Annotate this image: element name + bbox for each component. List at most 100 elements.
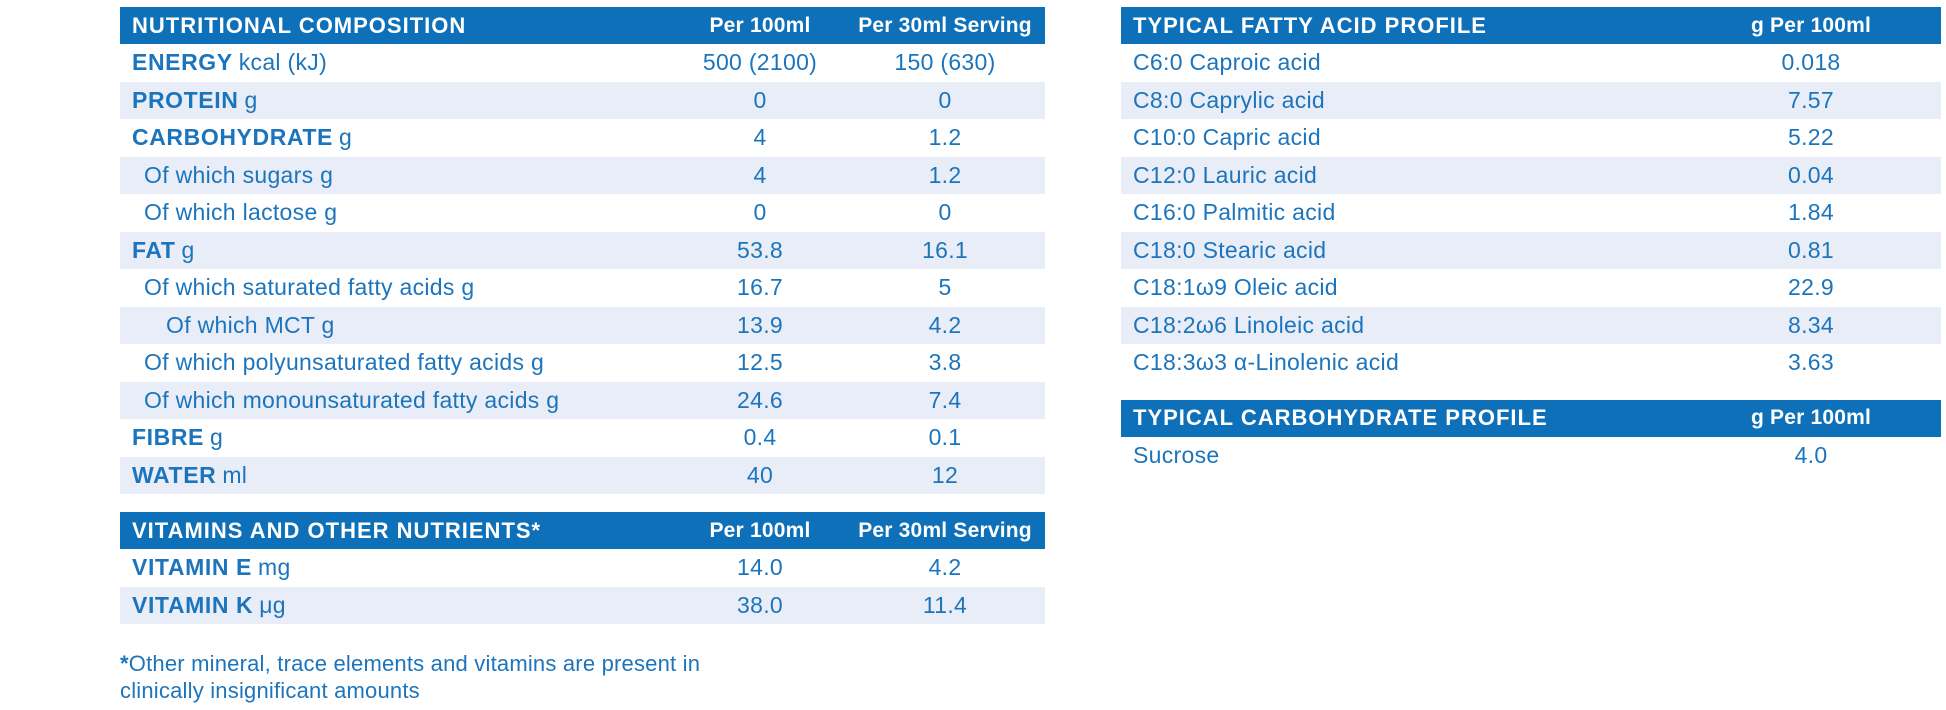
- value-cell-per100: 14.0: [737, 554, 783, 581]
- value-cell-value: 22.9: [1788, 274, 1834, 301]
- nutrient-unit: g: [181, 236, 195, 263]
- table-row: C18:0 Stearic acid 0.81: [1121, 231, 1941, 269]
- value-cell-value: 3.63: [1788, 349, 1834, 376]
- nutrient-name: C18:1ω9 Oleic acid: [1133, 274, 1338, 301]
- left-column: NUTRITIONAL COMPOSITION Per 100ml Per 30…: [120, 7, 1045, 704]
- table-row: Of which saturated fatty acids g 16.7 5: [120, 269, 1045, 307]
- value-cell-per100: 16.7: [737, 274, 783, 301]
- row-label-cell: C18:2ω6 Linoleic acid: [1121, 312, 1681, 339]
- nutrient-unit: g: [339, 124, 353, 151]
- column-header-g-per-100ml: g Per 100ml: [1750, 406, 1872, 429]
- value-cell-value: 0.018: [1781, 49, 1841, 76]
- nutrient-name: Of which MCT g: [166, 311, 335, 338]
- value-cell-per30: 150 (630): [894, 49, 996, 76]
- table-body: C6:0 Caproic acid 0.018 C8:0 Caprylic acid…: [1121, 44, 1941, 382]
- row-label-cell: C18:0 Stearic acid: [1121, 237, 1681, 264]
- column-header-g-per-100ml: g Per 100ml: [1750, 13, 1872, 37]
- nutrient-name: Of which polyunsaturated fatty acids g: [144, 349, 545, 376]
- row-label-cell: C18:1ω9 Oleic acid: [1121, 274, 1681, 301]
- nutrient-name: CARBOHYDRATE: [132, 124, 333, 151]
- row-label-cell: Of which polyunsaturated fatty acids g: [120, 349, 675, 376]
- column-header-per-30ml-serving: Per 30ml Serving: [858, 518, 1032, 542]
- nutrient-unit: μg: [259, 591, 286, 618]
- row-label-cell: FAT g: [120, 237, 675, 264]
- column-header-per-100ml: Per 100ml: [709, 13, 811, 37]
- value-cell-per30: 1.2: [928, 124, 962, 151]
- table-row: Of which polyunsaturated fatty acids g 12…: [120, 344, 1045, 382]
- row-label-cell: C12:0 Lauric acid: [1121, 162, 1681, 189]
- row-label-cell: FIBRE g: [120, 424, 675, 451]
- row-label-cell: C18:3ω3 α-Linolenic acid: [1121, 349, 1681, 376]
- row-label-cell: Of which MCT g: [120, 312, 675, 339]
- table-row: C18:1ω9 Oleic acid 22.9: [1121, 269, 1941, 307]
- value-cell-per100: 12.5: [737, 349, 783, 376]
- value-cell-value: 8.34: [1788, 311, 1834, 338]
- nutrient-name: Of which lactose g: [144, 199, 338, 226]
- table-row: C10:0 Capric acid 5.22: [1121, 119, 1941, 157]
- value-cell-per100: 38.0: [737, 591, 783, 618]
- nutrient-name: C18:0 Stearic acid: [1133, 236, 1327, 263]
- table-row: C6:0 Caproic acid 0.018: [1121, 44, 1941, 82]
- nutrient-name: C8:0 Caprylic acid: [1133, 86, 1326, 113]
- table-row: Of which sugars g 4 1.2: [120, 156, 1045, 194]
- row-label-cell: WATER ml: [120, 462, 675, 489]
- value-cell-per100: 0.4: [743, 424, 777, 451]
- table-row: Of which MCT g 13.9 4.2: [120, 306, 1045, 344]
- value-cell-per30: 3.8: [928, 349, 962, 376]
- table-title: TYPICAL CARBOHYDRATE PROFILE: [1133, 405, 1548, 430]
- table-row: FIBRE g 0.4 0.1: [120, 419, 1045, 457]
- table-header: NUTRITIONAL COMPOSITION Per 100ml Per 30…: [120, 7, 1045, 44]
- row-label-cell: C8:0 Caprylic acid: [1121, 87, 1681, 114]
- row-label-cell: C16:0 Palmitic acid: [1121, 199, 1681, 226]
- footnote-text: Other mineral, trace elements and vitami…: [120, 651, 701, 703]
- value-cell-per30: 12: [931, 461, 959, 488]
- nutrient-name: VITAMIN E: [132, 554, 252, 581]
- table-row: Sucrose 4.0: [1121, 437, 1941, 475]
- value-cell-value: 5.22: [1788, 124, 1834, 151]
- table-body: ENERGY kcal (kJ) 500 (2100) 150 (630) PROTEI…: [120, 44, 1045, 494]
- value-cell-per100: 4: [753, 124, 767, 151]
- value-cell-per100: 40: [746, 461, 774, 488]
- table-row: Of which lactose g 0 0: [120, 194, 1045, 232]
- table-row: FAT g 53.8 16.1: [120, 231, 1045, 269]
- carbohydrate-profile-table: TYPICAL CARBOHYDRATE PROFILE g Per 100ml…: [1121, 399, 1941, 475]
- value-cell-value: 0.81: [1788, 236, 1834, 263]
- row-label-cell: ENERGY kcal (kJ): [120, 49, 675, 76]
- nutrient-name: Of which saturated fatty acids g: [144, 274, 475, 301]
- value-cell-value: 0.04: [1788, 161, 1834, 188]
- table-body: Sucrose 4.0: [1121, 437, 1941, 475]
- value-cell-value: 7.57: [1788, 86, 1834, 113]
- nutrient-unit: ml: [222, 461, 248, 488]
- value-cell-per100: 500 (2100): [702, 49, 818, 76]
- nutrient-name: C10:0 Capric acid: [1133, 124, 1321, 151]
- row-label-cell: Of which saturated fatty acids g: [120, 274, 675, 301]
- nutrient-name: C18:3ω3 α-Linolenic acid: [1133, 349, 1400, 376]
- right-column: TYPICAL FATTY ACID PROFILE g Per 100ml C…: [1121, 7, 1941, 474]
- nutrient-unit: g: [210, 424, 224, 451]
- fatty-acid-profile-table: TYPICAL FATTY ACID PROFILE g Per 100ml C…: [1121, 7, 1941, 382]
- nutrient-unit: mg: [257, 554, 291, 581]
- value-cell-per100: 0: [753, 199, 767, 226]
- value-cell-per30: 4.2: [928, 554, 962, 581]
- row-label-cell: Of which sugars g: [120, 162, 675, 189]
- nutrient-name: C18:2ω6 Linoleic acid: [1133, 311, 1365, 338]
- value-cell-per30: 0: [938, 86, 952, 113]
- nutrient-name: FAT: [132, 236, 176, 263]
- footnote-asterisk: *: [120, 651, 129, 676]
- table-header: TYPICAL CARBOHYDRATE PROFILE g Per 100ml: [1121, 399, 1941, 437]
- row-label-cell: CARBOHYDRATE g: [120, 124, 675, 151]
- table-row: C18:2ω6 Linoleic acid 8.34: [1121, 306, 1941, 344]
- table-row: PROTEIN g 0 0: [120, 81, 1045, 119]
- value-cell-per100: 13.9: [737, 311, 783, 338]
- nutrient-name: C12:0 Lauric acid: [1133, 161, 1318, 188]
- value-cell-per30: 0: [938, 199, 952, 226]
- value-cell-per30: 7.4: [928, 386, 962, 413]
- table-row: C8:0 Caprylic acid 7.57: [1121, 81, 1941, 119]
- nutrient-unit: g: [244, 86, 258, 113]
- row-label-cell: C6:0 Caproic acid: [1121, 49, 1681, 76]
- column-header-per-100ml: Per 100ml: [709, 518, 811, 542]
- nutrient-unit: kcal (kJ): [238, 49, 328, 76]
